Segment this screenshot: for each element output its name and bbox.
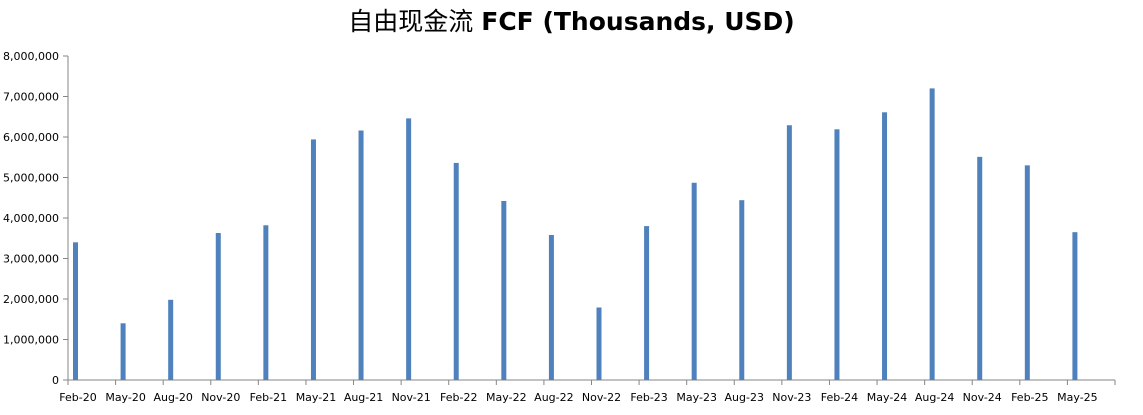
x-tick-label: Feb-21 <box>250 391 287 404</box>
x-tick-label: Nov-24 <box>963 391 1002 404</box>
bar <box>1072 232 1078 380</box>
chart-title-en: FCF (Thousands, USD) <box>481 7 795 36</box>
bar <box>882 112 888 381</box>
x-tick-label: May-25 <box>1057 391 1098 404</box>
x-tick-label: Aug-20 <box>153 391 192 404</box>
x-tick-label: Feb-22 <box>440 391 477 404</box>
x-tick-label: Aug-21 <box>344 391 383 404</box>
bar <box>453 162 459 380</box>
y-tick-label: 2,000,000 <box>3 293 59 306</box>
bar <box>929 88 935 381</box>
bar <box>310 139 316 380</box>
x-tick-label: Aug-23 <box>725 391 764 404</box>
bar <box>786 125 792 380</box>
bar <box>501 200 507 380</box>
x-tick-label: Nov-23 <box>772 391 811 404</box>
x-tick-label: Feb-24 <box>821 391 858 404</box>
bar <box>644 226 650 380</box>
bar <box>406 118 412 381</box>
bar <box>548 235 554 380</box>
x-tick-label: Nov-20 <box>201 391 240 404</box>
bar <box>263 225 269 380</box>
x-tick-label: May-21 <box>296 391 337 404</box>
x-tick-label: May-24 <box>867 391 908 404</box>
bar <box>834 129 840 380</box>
x-tick-label: Feb-23 <box>630 391 667 404</box>
x-tick-label: May-22 <box>486 391 527 404</box>
x-tick-label: Feb-20 <box>59 391 96 404</box>
bar <box>168 299 174 380</box>
x-tick-label: May-20 <box>105 391 146 404</box>
chart-title: 自由现金流 FCF (Thousands, USD) <box>0 2 1143 38</box>
y-tick-label: 8,000,000 <box>3 50 59 63</box>
y-tick-label: 4,000,000 <box>3 212 59 225</box>
x-tick-label: Nov-21 <box>392 391 431 404</box>
bar <box>739 200 745 380</box>
bar <box>596 307 602 380</box>
y-tick-label: 1,000,000 <box>3 334 59 347</box>
y-tick-label: 7,000,000 <box>3 91 59 104</box>
bar <box>1024 165 1030 380</box>
bar <box>73 242 78 380</box>
bar <box>691 182 697 380</box>
x-tick-label: Aug-22 <box>534 391 573 404</box>
bar <box>120 323 126 380</box>
bar <box>358 130 364 380</box>
x-tick-label: May-23 <box>676 391 717 404</box>
y-tick-label: 0 <box>52 374 59 387</box>
x-tick-label: Nov-22 <box>582 391 621 404</box>
bar <box>977 156 983 380</box>
x-tick-label: Aug-24 <box>915 391 954 404</box>
y-tick-label: 6,000,000 <box>3 131 59 144</box>
chart-title-zh: 自由现金流 <box>348 7 474 36</box>
y-tick-label: 5,000,000 <box>3 172 59 185</box>
bar <box>215 232 221 380</box>
x-tick-label: Feb-25 <box>1011 391 1048 404</box>
y-tick-label: 3,000,000 <box>3 253 59 266</box>
